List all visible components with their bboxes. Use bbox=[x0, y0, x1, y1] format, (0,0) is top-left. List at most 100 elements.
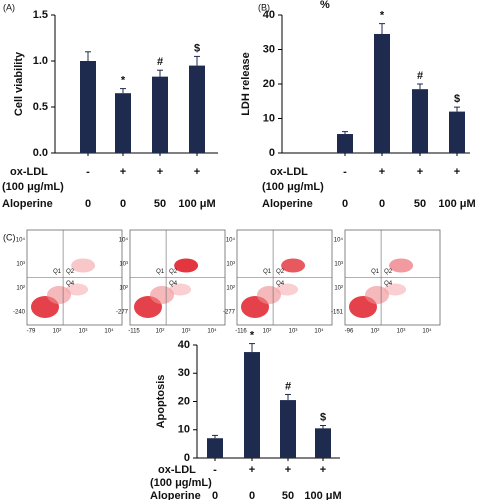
bar bbox=[115, 93, 131, 153]
x-tick-label: -96 bbox=[345, 329, 354, 335]
y-tick-label: 10 bbox=[178, 424, 190, 436]
quadrant-label: Q4 bbox=[384, 281, 393, 287]
y-tick-label: 10⁴ bbox=[119, 237, 129, 244]
significance-mark: $ bbox=[320, 411, 326, 423]
bar bbox=[337, 134, 353, 153]
row-sublabel: (100 μg/mL) bbox=[2, 181, 64, 193]
y-tick-label: 40 bbox=[178, 339, 190, 351]
quadrant-label: Q1 bbox=[371, 269, 380, 275]
bar bbox=[412, 89, 428, 153]
x-tick-label: 10³ bbox=[182, 329, 191, 335]
y-tick-label: 10³ bbox=[16, 262, 25, 268]
cell-cloud bbox=[71, 258, 96, 273]
row-label: Aloperine bbox=[262, 198, 313, 210]
y-axis-label: Cell viability bbox=[13, 51, 25, 116]
significance-mark: # bbox=[417, 70, 423, 82]
bar bbox=[280, 400, 296, 458]
significance-mark: $ bbox=[194, 42, 200, 54]
row-label: ox-LDL bbox=[270, 166, 308, 178]
y-tick-label: 10³ bbox=[334, 262, 343, 268]
y-tick-label: 10³ bbox=[119, 262, 128, 268]
aloperine-value: 0 bbox=[212, 490, 218, 500]
significance-mark: * bbox=[121, 75, 126, 87]
quadrant-label: Q4 bbox=[66, 281, 75, 287]
y-tick-label: -151 bbox=[331, 310, 344, 316]
cell-cloud bbox=[389, 258, 414, 273]
ox-ldl-value: + bbox=[249, 464, 255, 476]
significance-mark: * bbox=[380, 10, 385, 22]
y-axis-unit: % bbox=[320, 0, 330, 11]
bar bbox=[207, 438, 223, 458]
significance-mark: * bbox=[250, 329, 255, 341]
aloperine-value: 0 bbox=[379, 198, 385, 210]
panel-label: (B) bbox=[258, 2, 270, 12]
y-tick-label: 10³ bbox=[226, 262, 235, 268]
row-sublabel: (100 μg/mL) bbox=[262, 181, 324, 193]
significance-mark: $ bbox=[454, 93, 460, 105]
y-tick-label: -277 bbox=[116, 310, 129, 316]
y-tick-label: -240 bbox=[13, 310, 26, 316]
y-tick-label: 10² bbox=[119, 286, 128, 292]
quadrant-label: Q4 bbox=[276, 281, 285, 287]
bar bbox=[374, 33, 390, 153]
y-tick-label: 0.5 bbox=[33, 101, 48, 113]
aloperine-value: 100 μM bbox=[178, 198, 215, 210]
y-tick-label: 30 bbox=[263, 43, 275, 55]
x-tick-label: -79 bbox=[27, 329, 36, 335]
quadrant-label: Q4 bbox=[169, 281, 178, 287]
ox-ldl-value: + bbox=[454, 166, 460, 178]
y-tick-label: 10⁴ bbox=[226, 237, 236, 244]
quadrant-label: Q1 bbox=[156, 269, 165, 275]
aloperine-value: 0 bbox=[85, 198, 91, 210]
row-label: ox-LDL bbox=[158, 464, 196, 476]
quadrant-label: Q2 bbox=[66, 269, 75, 275]
aloperine-value: 0 bbox=[342, 198, 348, 210]
aloperine-value: 50 bbox=[154, 198, 166, 210]
y-tick-label: 0.0 bbox=[33, 147, 48, 159]
panel-label: (C) bbox=[3, 232, 16, 242]
cell-cloud bbox=[384, 283, 407, 296]
bar bbox=[315, 428, 331, 458]
ox-ldl-value: + bbox=[194, 166, 200, 178]
significance-mark: # bbox=[285, 380, 291, 392]
x-tick-label: 10⁴ bbox=[422, 328, 432, 335]
cell-cloud bbox=[150, 286, 174, 304]
ox-ldl-value: - bbox=[213, 464, 217, 476]
cell-cloud bbox=[365, 286, 389, 304]
row-label: ox-LDL bbox=[10, 166, 48, 178]
ox-ldl-value: - bbox=[343, 166, 347, 178]
y-tick-label: 10⁴ bbox=[16, 237, 26, 244]
x-tick-label: 10³ bbox=[289, 329, 298, 335]
row-sublabel: (100 μg/mL) bbox=[150, 477, 212, 489]
y-tick-label: 10 bbox=[263, 112, 275, 124]
ox-ldl-value: + bbox=[320, 464, 326, 476]
quadrant-label: Q1 bbox=[53, 269, 62, 275]
cell-cloud bbox=[257, 286, 281, 304]
x-tick-label: 10² bbox=[371, 329, 380, 335]
significance-mark: # bbox=[157, 56, 163, 68]
quadrant-label: Q2 bbox=[276, 269, 285, 275]
x-tick-label: 10³ bbox=[397, 329, 406, 335]
cell-cloud bbox=[281, 258, 306, 273]
y-tick-label: 1.0 bbox=[33, 55, 48, 67]
cell-cloud bbox=[47, 286, 71, 304]
x-tick-label: 10² bbox=[263, 329, 272, 335]
aloperine-value: 0 bbox=[249, 490, 255, 500]
ox-ldl-value: + bbox=[157, 166, 163, 178]
aloperine-value: 50 bbox=[282, 490, 294, 500]
y-tick-label: 40 bbox=[263, 9, 275, 21]
x-tick-label: 10⁴ bbox=[207, 328, 217, 335]
bar bbox=[449, 111, 465, 153]
y-axis-label: LDH release bbox=[240, 52, 252, 116]
y-tick-label: 20 bbox=[178, 395, 190, 407]
bar bbox=[189, 65, 205, 153]
y-tick-label: 10² bbox=[334, 286, 343, 292]
x-tick-label: 10² bbox=[156, 329, 165, 335]
row-label: Aloperine bbox=[2, 198, 53, 210]
y-tick-label: 20 bbox=[263, 78, 275, 90]
aloperine-value: 100 μM bbox=[304, 490, 341, 500]
bar bbox=[244, 352, 260, 458]
y-tick-label: 0 bbox=[184, 452, 190, 464]
x-tick-label: -115 bbox=[128, 329, 140, 335]
